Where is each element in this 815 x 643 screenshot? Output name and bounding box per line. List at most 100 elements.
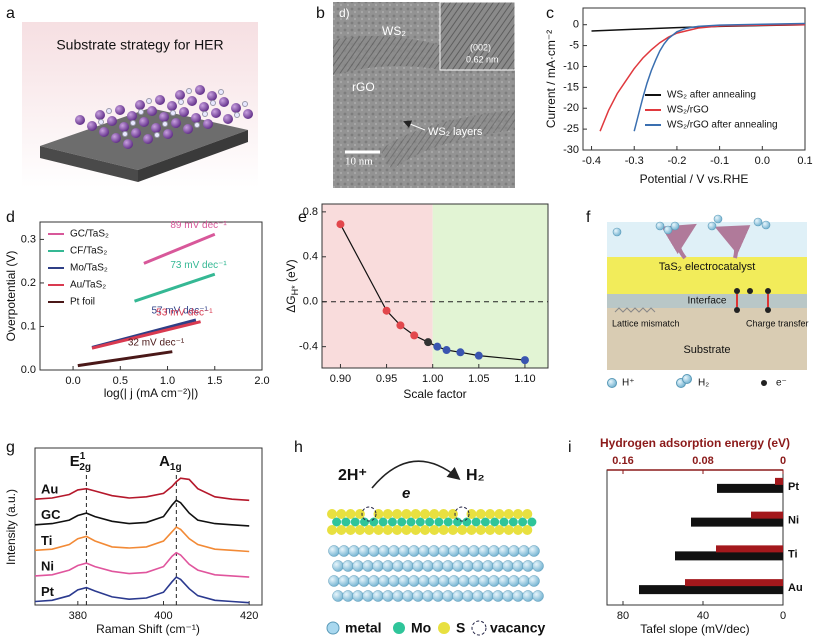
label-part: 1 — [80, 451, 86, 462]
series-label: Pt — [41, 584, 55, 599]
atom-metal — [488, 545, 500, 557]
atom — [127, 111, 137, 121]
atom — [219, 97, 229, 107]
legend-symbol — [761, 380, 767, 386]
atom — [207, 91, 217, 101]
atom-metal — [462, 590, 474, 602]
atom — [171, 118, 181, 128]
atom-mo — [471, 517, 481, 527]
atom-mo — [415, 517, 425, 527]
atom-metal — [478, 575, 490, 587]
atom — [234, 112, 240, 118]
atom-metal — [452, 590, 464, 602]
atom-metal — [442, 590, 454, 602]
atom — [115, 105, 125, 115]
chart: 0.90 0.95 1.00 1.05 1.10 0.8 0.4 0.0 -0.4 Scale f… — [284, 203, 549, 401]
atom-metal — [498, 575, 510, 587]
atom-metal — [498, 545, 510, 557]
atom — [135, 100, 145, 110]
slope-label: 73 mV dec⁻¹ — [170, 260, 227, 271]
label-part: ΔG — [284, 295, 298, 312]
legend-symbol — [438, 622, 450, 634]
atom — [175, 90, 185, 100]
series-line — [34, 526, 250, 553]
legend-label: Au/TaS₂ — [70, 280, 106, 291]
y-tick-label: -5 — [569, 39, 579, 51]
point — [456, 348, 465, 357]
atom-metal — [418, 575, 430, 587]
label-part: E — [70, 453, 80, 470]
series-line — [339, 223, 525, 361]
panel-h: 2H⁺ e H₂ metal Mo S vacancy — [326, 460, 545, 636]
x-tick-label: 1.05 — [468, 373, 489, 385]
arrow — [714, 225, 751, 259]
atom-s — [327, 525, 337, 535]
bar — [717, 483, 783, 493]
atom-s — [392, 509, 403, 519]
atom-metal — [388, 575, 400, 587]
atom — [186, 88, 192, 94]
atom-metal — [408, 575, 420, 587]
series-line — [34, 576, 250, 604]
atom — [223, 114, 233, 124]
x-tick-label: 420 — [240, 610, 258, 622]
atom-s — [410, 509, 421, 519]
atom — [87, 121, 97, 131]
atom — [187, 96, 197, 106]
chart: 380 400 420 Raman Shift (cm⁻¹) Intensity (a.… — [4, 447, 263, 636]
atom-s — [513, 509, 523, 519]
reactant: 2H⁺ — [338, 467, 367, 484]
atom-mo — [480, 517, 490, 527]
category-label: Ni — [788, 515, 799, 527]
bar — [675, 551, 783, 561]
legend-label: S — [456, 620, 465, 636]
atom-metal — [342, 560, 354, 572]
x-tick-label: 0 — [780, 610, 786, 622]
panel-title: Substrate strategy for HER — [56, 37, 223, 53]
atom-s — [494, 525, 505, 535]
atom-metal — [468, 545, 480, 557]
atom-metal — [528, 575, 540, 587]
atom-metal — [342, 590, 354, 602]
atom-s — [382, 525, 393, 535]
atom-metal — [432, 590, 444, 602]
panel-label: g — [6, 439, 15, 456]
x-tick-label: -0.3 — [625, 155, 644, 167]
image-label: (002) — [470, 42, 491, 52]
atom — [159, 112, 169, 122]
series-line — [34, 499, 250, 527]
atom-metal — [388, 545, 400, 557]
atom-metal — [372, 560, 384, 572]
atom-metal — [458, 545, 470, 557]
atom-metal — [332, 560, 344, 572]
atom — [139, 117, 149, 127]
mismatch-wave — [614, 307, 656, 313]
atom — [210, 100, 216, 106]
atom-s — [364, 525, 375, 535]
legend-symbol — [607, 378, 617, 388]
atom-metal — [358, 545, 370, 557]
image-label: d) — [339, 6, 350, 20]
ws2-layers-region — [380, 110, 515, 170]
region — [322, 204, 433, 368]
panel-label: a — [6, 5, 15, 22]
vacancy — [454, 506, 470, 522]
ws2-region — [333, 36, 440, 75]
electron: e — [402, 485, 410, 502]
bar — [751, 511, 783, 519]
bar — [639, 585, 783, 595]
atom-metal — [338, 575, 350, 587]
series-line — [91, 320, 201, 350]
atom-metal — [428, 575, 440, 587]
catalyst-layer — [607, 257, 807, 294]
atom — [202, 111, 208, 117]
atom-metal — [432, 560, 444, 572]
y-axis-label: ΔGH* (eV) — [284, 259, 300, 312]
atom-mo — [350, 517, 360, 527]
product: H₂ — [466, 467, 485, 484]
atom-mo — [406, 517, 416, 527]
point — [433, 342, 442, 351]
atom-s — [373, 525, 384, 535]
atom-mo — [397, 517, 407, 527]
atom-mo — [453, 517, 462, 527]
